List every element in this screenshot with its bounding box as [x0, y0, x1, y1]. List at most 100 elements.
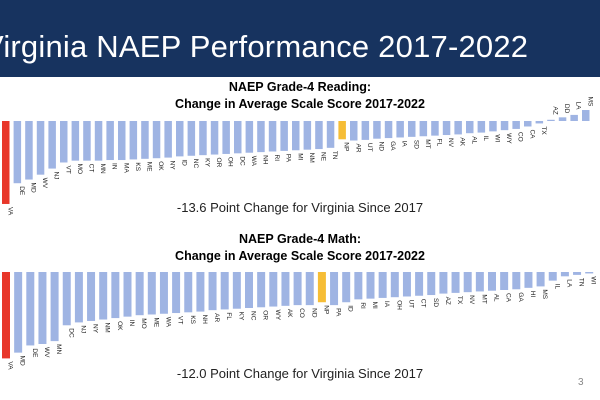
reading-bar-nh: [257, 121, 265, 153]
reading-bar-tn: [326, 121, 335, 148]
reading-tick-label-md: MD: [29, 183, 36, 193]
math-tick-label-nc: NC: [250, 311, 257, 321]
reading-tick-label-me: ME: [145, 162, 152, 172]
math-bar-wi: [585, 272, 594, 274]
math-bar-oh: [390, 272, 399, 298]
math-tick-label-mn: MN: [55, 344, 62, 354]
math-tick-label-np: NP: [322, 305, 329, 314]
reading-bar-dc: [234, 121, 242, 154]
math-tick-label-oh: OH: [395, 300, 402, 310]
reading-bar-la: [570, 114, 578, 121]
page-number: 3: [578, 377, 584, 388]
reading-title-line1: NAEP Grade-4 Reading:: [228, 80, 372, 94]
reading-tick-label-al: AL: [470, 136, 477, 144]
reading-bar-ia: [396, 121, 404, 138]
math-tick-label-wa: WA: [164, 317, 171, 328]
reading-tick-label-mn: MN: [99, 164, 106, 174]
reading-bar-mo: [71, 121, 80, 161]
math-tick-label-or: OR: [262, 310, 269, 320]
math-bar-nh: [196, 272, 205, 312]
math-bar-ca: [500, 272, 509, 290]
reading-bar-wi: [489, 121, 497, 132]
reading-bar-ct: [83, 121, 91, 161]
reading-tick-label-sd: SD: [412, 140, 419, 149]
math-bar-wa: [159, 272, 168, 314]
math-tick-label-ms: MS: [541, 289, 548, 299]
math-tick-label-la: LA: [565, 279, 572, 288]
math-tick-label-mi: MI: [371, 302, 378, 309]
math-bar-ky: [232, 272, 241, 309]
reading-tick-label-wv: WV: [41, 178, 48, 189]
math-chart-note: -12.0 Point Change for Virginia Since 20…: [176, 366, 424, 381]
math-tick-label-in: IN: [128, 320, 135, 327]
math-tick-label-wv: WV: [43, 347, 50, 358]
reading-tick-label-nm: NM: [308, 153, 315, 163]
reading-tick-label-ky: KY: [203, 158, 210, 167]
math-bar-ut: [402, 272, 411, 297]
math-bar-ga: [512, 272, 521, 290]
math-bar-wy: [269, 272, 278, 307]
reading-bar-al: [466, 121, 474, 134]
reading-bar-nj: [48, 121, 56, 169]
math-tick-label-me: ME: [152, 317, 159, 327]
math-tick-label-mo: MO: [140, 318, 147, 328]
reading-bar-ok: [152, 121, 161, 159]
reading-bar-nd: [373, 121, 381, 139]
reading-tick-label-nv: NV: [447, 138, 454, 148]
math-bar-nc: [245, 272, 253, 308]
reading-tick-label-il: IL: [482, 136, 489, 142]
math-bar-hi: [524, 272, 533, 288]
math-tick-label-ky: KY: [237, 312, 244, 321]
reading-tick-label-ut: UT: [366, 143, 373, 152]
math-bar-md: [14, 272, 23, 353]
math-title-line1: NAEP Grade-4 Math:: [238, 232, 361, 246]
math-bar-id: [342, 272, 351, 303]
reading-bar-ca: [524, 121, 532, 127]
reading-tick-label-fl: FL: [435, 139, 442, 147]
reading-bar-mt: [419, 121, 428, 137]
reading-bar-il: [477, 121, 486, 133]
math-bar-co: [293, 272, 302, 306]
math-chart-title: NAEP Grade-4 Math: Change in Average Sca…: [0, 231, 600, 265]
reading-bar-de: [13, 121, 22, 184]
reading-bar-pa: [280, 121, 288, 151]
reading-tick-label-np: NP: [343, 142, 350, 151]
math-tick-label-nh: NH: [201, 315, 208, 325]
reading-bar-oh: [222, 121, 230, 154]
reading-tick-label-oh: OH: [227, 157, 234, 167]
math-bar-al: [488, 272, 496, 291]
math-bar-sd: [427, 272, 436, 296]
math-tick-label-sd: SD: [432, 298, 439, 307]
reading-tick-label-nj: NJ: [53, 172, 60, 180]
reading-title-line2: Change in Average Scale Score 2017-2022: [175, 97, 425, 111]
math-bar-wv: [38, 272, 47, 344]
math-tick-label-hi: HI: [529, 291, 536, 298]
math-tick-label-dc: DC: [67, 328, 74, 338]
reading-tick-label-ne: NE: [319, 152, 326, 162]
math-bar-ct: [415, 272, 424, 296]
reading-tick-label-ms: MS: [586, 97, 593, 107]
math-bar-fl: [220, 272, 229, 310]
reading-tick-label-ks: KS: [134, 162, 141, 171]
reading-bar-ak: [454, 121, 462, 135]
math-tick-label-az: AZ: [444, 297, 451, 305]
math-tick-label-tx: TX: [456, 296, 463, 305]
reading-bar-nc: [187, 121, 196, 156]
reading-bar-sd: [408, 121, 416, 137]
reading-bar-in: [106, 121, 114, 161]
reading-bar-co: [512, 121, 520, 129]
reading-tick-label-ak: AK: [459, 137, 466, 146]
math-tick-label-co: CO: [298, 308, 305, 318]
math-tick-label-ri: RI: [359, 302, 366, 309]
reading-tick-label-ny: NY: [169, 161, 176, 171]
math-tick-label-vt: VT: [177, 316, 184, 324]
reading-bar-wv: [36, 121, 45, 175]
math-tick-label-il: IL: [553, 284, 560, 290]
math-tick-label-nm: NM: [104, 323, 111, 333]
reading-tick-label-wi: WI: [493, 134, 500, 142]
reading-bar-vt: [60, 121, 68, 163]
reading-tick-label-tn: TN: [331, 151, 338, 160]
math-tick-label-tn: TN: [578, 278, 585, 287]
math-tick-label-id: ID: [347, 305, 354, 312]
